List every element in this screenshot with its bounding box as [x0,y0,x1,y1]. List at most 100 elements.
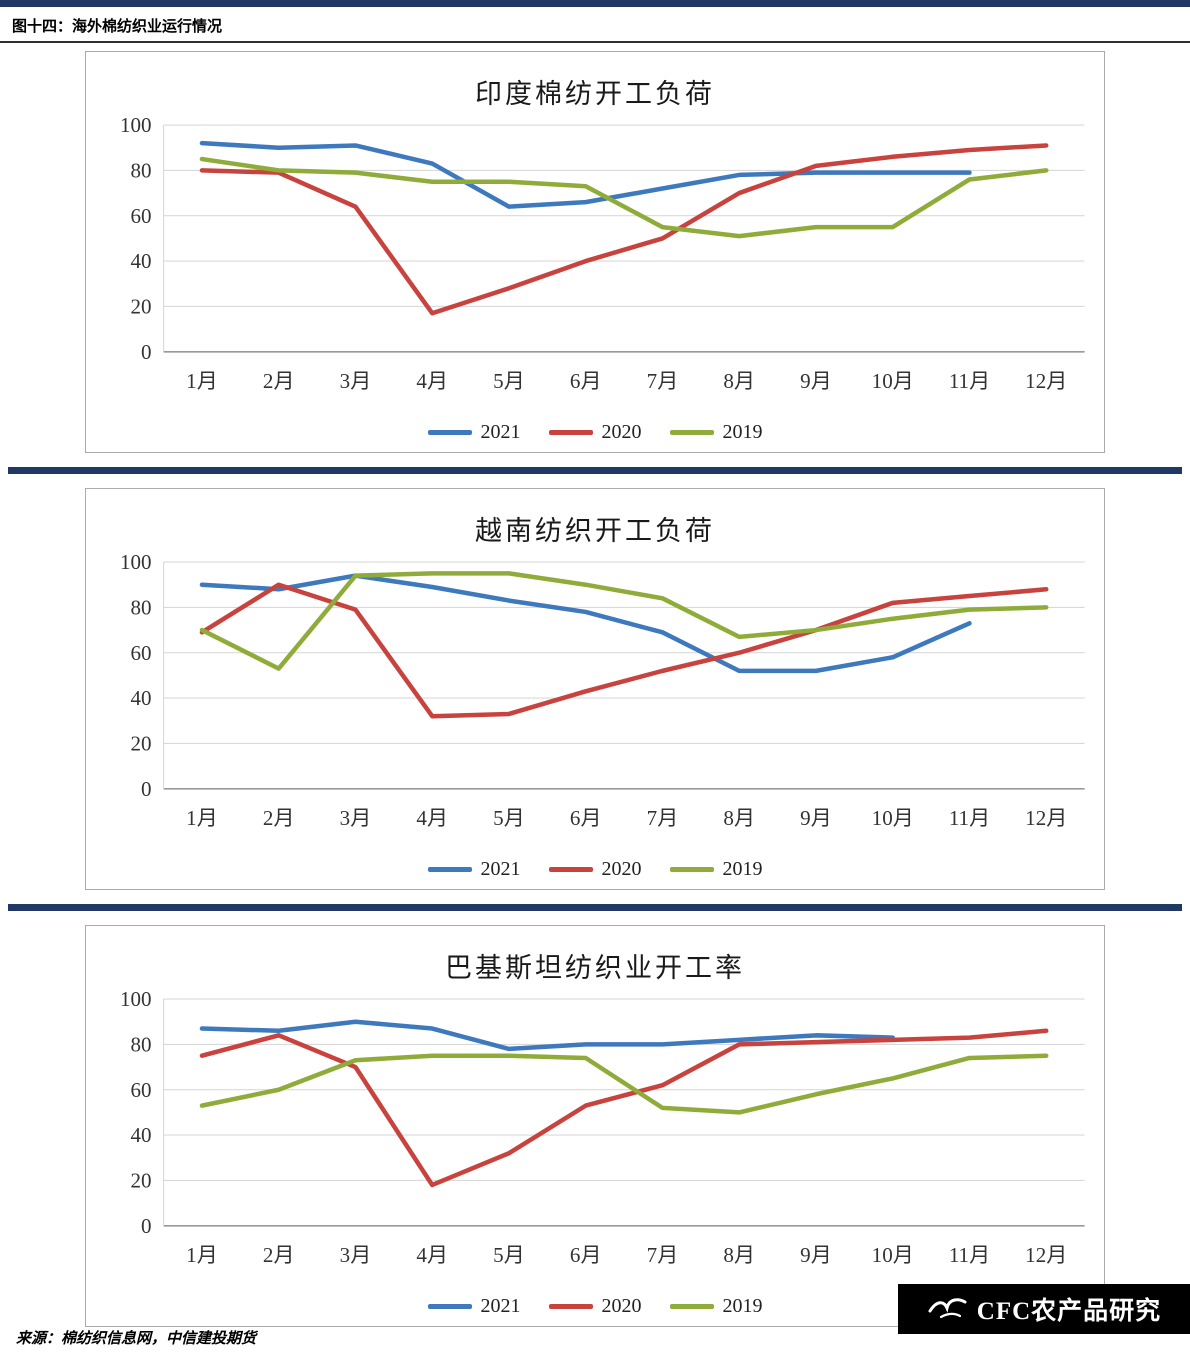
watermark-text: CFC农产品研究 [976,1298,1162,1325]
x-tick-label: 1月 [186,369,218,393]
legend-label-2019: 2019 [722,858,763,880]
series-line-2019 [199,156,1049,239]
x-tick-label: 12月 [1025,369,1067,393]
series-line-2019 [199,571,1049,671]
legend-item-2019: 2019 [669,1295,763,1318]
series-line-2021 [199,1019,895,1052]
legend-item-2019: 2019 [669,858,763,881]
legend-swatch-2021 [427,867,472,872]
y-tick-label: 40 [131,249,152,273]
section-divider [8,467,1182,474]
x-tick-label: 12月 [1025,806,1067,830]
legend-label-2021: 2021 [480,1295,521,1317]
legend-item-2019: 2019 [669,421,763,444]
x-tick-label: 11月 [949,806,990,830]
x-tick-label: 10月 [872,369,914,393]
y-tick-label: 40 [131,1123,152,1147]
chart-legend-vietnam: 2021 2020 2019 [86,858,1104,881]
y-tick-label: 60 [131,204,152,228]
x-tick-label: 3月 [340,1243,372,1267]
legend-swatch-2021 [427,1304,472,1309]
chart-title-india: 印度棉纺开工负荷 [475,79,715,109]
legend-label-2019: 2019 [722,1295,763,1317]
series-line-2021 [199,140,972,209]
series-line-2020 [199,582,1049,719]
x-tick-label: 9月 [800,369,832,393]
legend-item-2020: 2020 [548,1295,642,1318]
y-tick-label: 20 [131,1168,152,1192]
x-tick-label: 4月 [416,1243,448,1267]
legend-swatch-2020 [548,430,593,435]
x-tick-label: 6月 [570,1243,602,1267]
x-tick-label: 10月 [872,806,914,830]
y-tick-label: 80 [131,1032,152,1056]
y-tick-label: 0 [141,1214,152,1238]
legend-item-2020: 2020 [548,421,642,444]
bird-logo-icon [928,1298,967,1319]
legend-item-2021: 2021 [427,1295,521,1318]
x-tick-label: 5月 [493,369,525,393]
figure-header: 图十四：海外棉纺织业运行情况 [0,7,1190,41]
y-tick-label: 40 [131,686,152,710]
x-tick-label: 10月 [872,1243,914,1267]
series-line-2021 [199,573,972,674]
legend-swatch-2021 [427,430,472,435]
legend-item-2020: 2020 [548,858,642,881]
chart-legend-pakistan: 2021 2020 2019 [86,1295,1104,1318]
chart-title-vietnam: 越南纺织开工负荷 [475,516,715,546]
x-tick-label: 4月 [416,806,448,830]
series-line-2019 [199,1053,1049,1115]
x-tick-label: 3月 [340,806,372,830]
x-tick-label: 3月 [340,369,372,393]
source-note: 来源：棉纺织信息网，中信建投期货 [16,1331,257,1347]
legend-swatch-2019 [669,430,714,435]
y-tick-label: 20 [131,731,152,755]
legend-swatch-2019 [669,867,714,872]
x-tick-label: 8月 [723,806,755,830]
y-tick-label: 80 [131,595,152,619]
chart-panel-india: 印度棉纺开工负荷 0 20 40 60 80 100 1月 2月 3月 4月 5月 6月 7月 8月 9月 1… [85,51,1105,453]
y-tick-label: 20 [131,294,152,318]
x-tick-label: 5月 [493,1243,525,1267]
x-tick-label: 12月 [1025,1243,1067,1267]
line-chart-vietnam: 0 20 40 60 80 100 1月 2月 3月 4月 5月 6月 7月 8月 9月 10月 11月 12月 [120,550,1085,830]
x-tick-label: 7月 [647,1243,679,1267]
series-line-2020 [199,1028,1049,1188]
y-tick-label: 60 [131,1078,152,1102]
y-tick-label: 100 [120,987,152,1011]
top-accent-bar [0,0,1190,7]
x-tick-label: 8月 [723,369,755,393]
y-tick-label: 100 [120,550,152,574]
x-tick-label: 9月 [800,806,832,830]
chart-panel-pakistan: 巴基斯坦纺织业开工率 0 20 40 60 80 100 1月 2月 3月 4月 5月 6月 7月 8月 9… [85,925,1105,1327]
x-tick-label: 11月 [949,1243,990,1267]
title-underline [0,41,1190,43]
legend-item-2021: 2021 [427,421,521,444]
x-tick-label: 2月 [263,806,295,830]
section-divider [8,904,1182,911]
y-tick-label: 0 [141,340,152,364]
x-tick-label: 11月 [949,369,990,393]
figure-title: 图十四：海外棉纺织业运行情况 [12,18,223,35]
legend-swatch-2020 [548,867,593,872]
legend-label-2021: 2021 [480,421,521,443]
x-tick-label: 1月 [186,1243,218,1267]
x-tick-label: 2月 [263,1243,295,1267]
legend-swatch-2019 [669,1304,714,1309]
legend-label-2020: 2020 [601,421,642,443]
watermark-badge: CFC农产品研究 [898,1284,1190,1334]
y-tick-label: 60 [131,641,152,665]
x-tick-label: 9月 [800,1243,832,1267]
chart-panel-vietnam: 越南纺织开工负荷 0 20 40 60 80 100 1月 2月 3月 4月 5月 6月 7月 8月 9月 1… [85,488,1105,890]
chart-legend-india: 2021 2020 2019 [86,421,1104,444]
legend-item-2021: 2021 [427,858,521,881]
chart-title-pakistan: 巴基斯坦纺织业开工率 [445,953,745,983]
legend-label-2020: 2020 [601,1295,642,1317]
x-tick-label: 7月 [647,806,679,830]
x-tick-label: 8月 [723,1243,755,1267]
y-tick-label: 100 [120,113,152,137]
x-tick-label: 4月 [416,369,448,393]
y-tick-label: 80 [131,158,152,182]
x-tick-label: 6月 [570,806,602,830]
x-tick-label: 5月 [493,806,525,830]
